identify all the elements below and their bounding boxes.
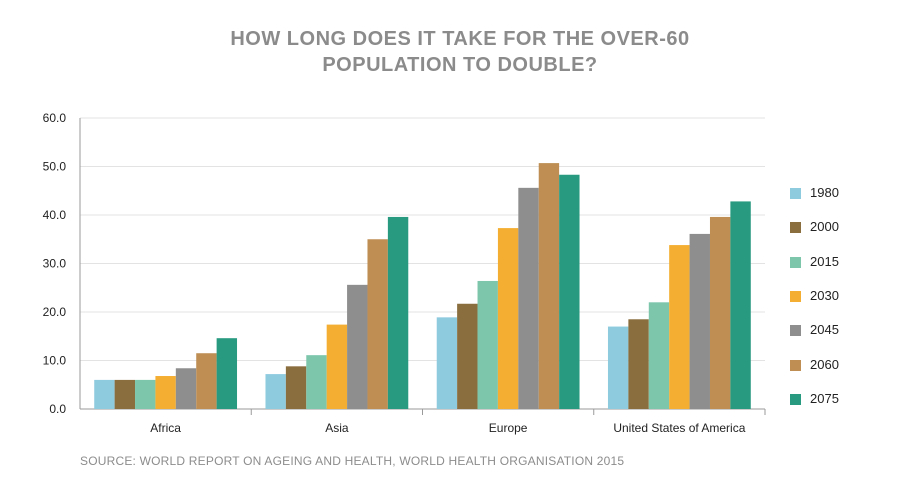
bar-2000-europe: [457, 303, 478, 409]
bar-2060-africa: [196, 353, 217, 409]
bar-1980-asia: [265, 374, 286, 409]
legend-swatch: [790, 188, 801, 199]
bar-2015-europe: [477, 280, 498, 409]
bar-2075-united-states-of-america: [730, 201, 751, 409]
legend-label: 2015: [810, 253, 839, 269]
bar-2075-europe: [559, 174, 580, 409]
legend-label: 2030: [810, 287, 839, 303]
legend-label: 1980: [810, 185, 839, 200]
x-category-label: Asia: [325, 421, 349, 435]
x-category-label: Europe: [489, 421, 528, 435]
bar-2015-africa: [135, 379, 156, 409]
legend-item: 2060: [790, 356, 890, 372]
bar-2060-europe: [538, 163, 560, 409]
y-tick-label: 40.0: [43, 208, 67, 222]
source-note: SOURCE: WORLD REPORT ON AGEING AND HEALT…: [80, 454, 625, 468]
legend-label: 2075: [810, 390, 839, 406]
legend-label: 2045: [810, 322, 839, 338]
bar-1980-africa: [94, 379, 115, 409]
bar-2045-europe: [518, 187, 539, 409]
legend-item: 2015: [790, 253, 890, 269]
bar-2030-united-states-of-america: [669, 245, 690, 409]
x-category-label: Africa: [150, 421, 181, 435]
bar-2075-africa: [216, 338, 238, 409]
chart-title-line-1: HOW LONG DOES IT TAKE FOR THE OVER-60: [230, 28, 690, 50]
bar-2015-united-states-of-america: [648, 302, 670, 409]
bar-1980-europe: [436, 317, 458, 409]
bar-2030-africa: [155, 376, 176, 409]
bar-1980-united-states-of-america: [607, 326, 629, 409]
y-tick-label: 0.0: [49, 402, 66, 416]
legend-swatch: [790, 325, 801, 337]
bar-2030-asia: [326, 324, 348, 409]
bar-2045-united-states-of-america: [689, 233, 710, 409]
bar-2000-united-states-of-america: [628, 319, 649, 409]
y-tick-label: 30.0: [43, 257, 67, 271]
bar-2060-united-states-of-america: [709, 216, 731, 409]
legend-item: 2000: [790, 220, 890, 234]
chart-title-line-2: POPULATION TO DOUBLE?: [322, 54, 598, 76]
legend-item: 1980: [790, 186, 890, 200]
legend-swatch: [790, 393, 801, 405]
bar-2000-africa: [114, 379, 136, 409]
bar-2075-asia: [387, 216, 409, 409]
legend-item: 2030: [790, 287, 890, 303]
x-category-label: United States of America: [613, 421, 745, 435]
legend-item: 2045: [790, 323, 890, 337]
bar-2015-asia: [306, 355, 327, 409]
y-tick-label: 10.0: [43, 354, 67, 368]
bar-2030-europe: [497, 228, 519, 409]
y-tick-label: 20.0: [43, 305, 67, 319]
legend-swatch: [790, 222, 801, 234]
bar-2045-africa: [175, 368, 197, 409]
y-tick-label: 60.0: [43, 111, 67, 125]
bar-2045-asia: [347, 284, 368, 409]
y-tick-label: 50.0: [43, 160, 67, 174]
legend-label: 2060: [810, 356, 839, 372]
legend-swatch: [790, 256, 801, 268]
legend-swatch: [790, 290, 801, 302]
legend-item: 2075: [790, 390, 890, 406]
legend-label: 2000: [810, 219, 839, 235]
bar-2000-asia: [285, 366, 307, 409]
chart-title: HOW LONG DOES IT TAKE FOR THE OVER-60 PO…: [150, 26, 770, 78]
bar-2060-asia: [367, 239, 388, 409]
legend-swatch: [790, 359, 801, 371]
